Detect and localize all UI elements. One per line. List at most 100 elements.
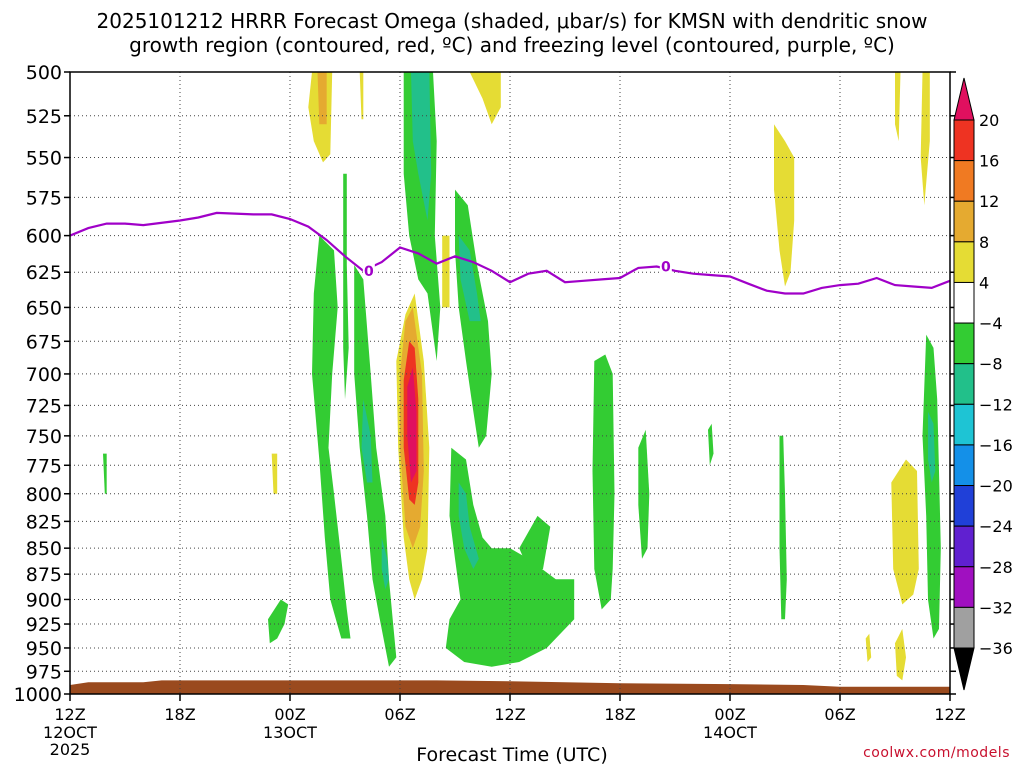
y-tick-label: 675 xyxy=(26,331,62,353)
x-tick-label: 06Z xyxy=(384,705,415,724)
omega-region-23 xyxy=(354,265,397,667)
surface-terrain xyxy=(70,680,950,694)
omega-region-1 xyxy=(317,72,327,125)
freezing-level-line xyxy=(70,211,950,295)
omega-region-13 xyxy=(895,72,901,142)
y-tick-label: 750 xyxy=(26,426,62,448)
y-tick-label: 725 xyxy=(26,395,62,417)
colorbar-segment xyxy=(953,322,975,365)
chart-title-line2: growth region (contoured, red, ºC) and f… xyxy=(129,33,895,57)
omega-region-25 xyxy=(381,537,389,590)
colorbar-segment xyxy=(953,160,975,202)
x-date-label: 13OCT xyxy=(263,723,317,742)
colorbar-label: 8 xyxy=(979,233,989,252)
omega-region-17 xyxy=(403,72,441,361)
colorbar-segment xyxy=(953,403,975,446)
omega-region-27 xyxy=(458,482,479,569)
x-year-label: 2025 xyxy=(50,740,91,759)
x-tick-label: 00Z xyxy=(714,705,745,724)
omega-region-35 xyxy=(922,334,941,639)
colorbar-min-arrow xyxy=(953,647,975,691)
omega-region-30 xyxy=(638,429,650,559)
x-date-label: 14OCT xyxy=(703,723,757,742)
colorbar-label: 20 xyxy=(979,111,999,130)
omega-region-11 xyxy=(774,124,795,287)
colorbar-segment xyxy=(953,200,975,243)
omega-region-31 xyxy=(708,423,714,466)
colorbar-label: −24 xyxy=(979,517,1013,536)
colorbar-label: 4 xyxy=(979,273,989,292)
y-tick-label: 900 xyxy=(26,589,62,611)
y-tick-label: 850 xyxy=(26,538,62,560)
x-axis-label: Forecast Time (UTC) xyxy=(416,744,608,766)
omega-region-26 xyxy=(445,447,575,667)
colorbar-label: −20 xyxy=(979,477,1013,496)
y-tick-label: 950 xyxy=(26,638,62,660)
y-tick-label: 625 xyxy=(26,262,62,284)
colorbar-label: −4 xyxy=(979,314,1003,333)
x-tick-label: 00Z xyxy=(274,705,305,724)
omega-region-3 xyxy=(359,72,364,120)
colorbar-label: −12 xyxy=(979,395,1013,414)
omega-region-28 xyxy=(519,515,551,569)
colorbar-segment xyxy=(953,525,975,568)
omega-region-32 xyxy=(103,453,107,494)
colorbar-label: −8 xyxy=(979,355,1003,374)
y-tick-label: 975 xyxy=(26,661,62,683)
freezing-label-bg xyxy=(659,257,672,274)
freezing-label-bg xyxy=(362,261,375,278)
y-tick-label: 700 xyxy=(26,364,62,386)
y-tick-label: 800 xyxy=(26,484,62,506)
omega-region-16 xyxy=(865,633,872,662)
x-tick-label: 18Z xyxy=(164,705,195,724)
colorbar-segment xyxy=(953,566,975,608)
x-tick-label: 12Z xyxy=(934,705,965,724)
y-tick-label: 875 xyxy=(26,564,62,586)
colorbar-segment xyxy=(953,119,975,162)
omega-region-24 xyxy=(361,399,373,483)
colorbar-segment xyxy=(953,485,975,527)
omega-region-6 xyxy=(442,235,450,308)
omega-region-34 xyxy=(779,435,787,620)
colorbar-label: −28 xyxy=(979,558,1013,577)
freezing-level-label-0: 0 xyxy=(364,264,374,280)
omega-region-33 xyxy=(268,599,289,644)
colorbar-label: 16 xyxy=(979,152,999,171)
chart-title-line1: 2025101212 HRRR Forecast Omega (shaded, … xyxy=(96,9,928,33)
freezing-level-label-1: 0 xyxy=(661,259,671,275)
colorbar-label: −36 xyxy=(979,639,1013,658)
omega-region-36 xyxy=(928,411,936,483)
omega-region-15 xyxy=(895,628,906,681)
colorbar-segment xyxy=(953,606,975,649)
colorbar-segment xyxy=(953,363,975,405)
omega-region-22 xyxy=(343,173,349,400)
colorbar-label: 12 xyxy=(979,192,999,211)
y-tick-label: 525 xyxy=(26,106,62,128)
colorbar-segment xyxy=(953,444,975,487)
x-tick-label: 12Z xyxy=(54,705,85,724)
y-tick-label: 1000 xyxy=(14,684,62,706)
omega-region-2 xyxy=(469,72,501,125)
omega-region-10 xyxy=(407,367,417,483)
omega-region-21 xyxy=(312,235,351,639)
y-tick-label: 500 xyxy=(26,62,62,84)
colorbar-label: −32 xyxy=(979,598,1013,617)
y-tick-label: 775 xyxy=(26,455,62,477)
colorbar-max-arrow xyxy=(953,77,975,121)
y-tick-label: 650 xyxy=(26,297,62,319)
y-tick-label: 575 xyxy=(26,187,62,209)
colorbar-label: −16 xyxy=(979,436,1013,455)
y-tick-label: 925 xyxy=(26,614,62,636)
omega-region-18 xyxy=(411,72,432,221)
y-tick-label: 600 xyxy=(26,226,62,248)
omega-region-12 xyxy=(920,72,930,206)
omega-region-29 xyxy=(592,354,615,610)
x-tick-label: 06Z xyxy=(824,705,855,724)
y-tick-label: 825 xyxy=(26,511,62,533)
y-tick-label: 550 xyxy=(26,148,62,170)
colorbar-segment xyxy=(953,241,975,283)
omega-region-20 xyxy=(458,235,481,322)
x-tick-label: 18Z xyxy=(604,705,635,724)
source-credit: coolwx.com/models xyxy=(863,745,1010,761)
